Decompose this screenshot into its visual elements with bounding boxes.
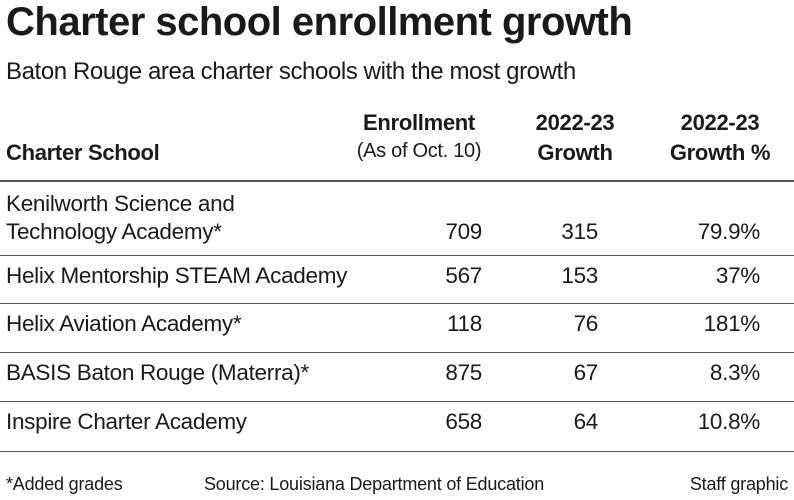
cell-value: 67: [573, 360, 599, 385]
cell-value: 315: [561, 219, 598, 244]
row-rule: [0, 451, 794, 452]
column-header: Growth %: [669, 140, 771, 165]
column-header: (As of Oct. 10): [356, 140, 482, 162]
cell-value: 875: [445, 360, 482, 385]
subtitle: Baton Rouge area charter schools with th…: [6, 58, 576, 85]
title: Charter school enrollment growth: [6, 0, 633, 44]
source: Source: Louisiana Department of Educatio…: [204, 474, 545, 494]
cell-value: 79.9%: [697, 219, 761, 244]
cell-value: 567: [445, 263, 482, 288]
school-name: Inspire Charter Academy: [6, 409, 247, 434]
column-header: 2022-23: [535, 110, 615, 135]
row-rule: [0, 352, 794, 353]
column-header: Enrollment: [363, 110, 475, 135]
column-header: Charter School: [6, 140, 160, 165]
cell-value: 153: [561, 263, 598, 288]
school-name: BASIS Baton Rouge (Materra)*: [6, 360, 309, 385]
cell-value: 10.8%: [697, 409, 761, 434]
cell-value: 8.3%: [709, 360, 760, 385]
cell-value: 709: [445, 219, 482, 244]
header-rule: [0, 180, 794, 182]
row-rule: [0, 401, 794, 402]
credit: Staff graphic: [689, 474, 788, 494]
cell-value: 37%: [715, 263, 760, 288]
column-header: Growth: [537, 140, 613, 165]
school-name: Kenilworth Science and Technology Academ…: [6, 191, 235, 244]
cell-value: 181%: [703, 311, 761, 336]
cell-value: 118: [447, 311, 482, 336]
school-name: Helix Aviation Academy*: [6, 311, 242, 336]
cell-value: 64: [573, 409, 599, 434]
column-header: 2022-23: [680, 110, 760, 135]
footnote: *Added grades: [6, 474, 123, 494]
cell-value: 658: [445, 409, 482, 434]
row-rule: [0, 303, 794, 304]
school-name: Helix Mentorship STEAM Academy: [6, 263, 348, 288]
cell-value: 76: [573, 311, 599, 336]
row-rule: [0, 255, 794, 256]
